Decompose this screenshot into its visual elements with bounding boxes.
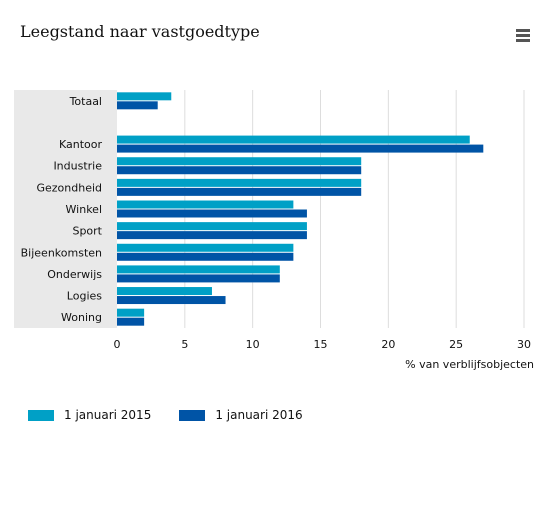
bar-2015 <box>117 287 212 296</box>
hamburger-menu-icon[interactable] <box>516 29 530 42</box>
category-label: Kantoor <box>59 138 103 151</box>
bar-2016 <box>117 144 484 153</box>
category-label: Woning <box>61 311 102 324</box>
bar-2016 <box>117 317 145 326</box>
x-tick-label: 0 <box>114 338 121 351</box>
legend-swatch-2016 <box>179 409 206 421</box>
bar-2016 <box>117 166 362 175</box>
category-label: Sport <box>72 225 102 238</box>
category-label: Logies <box>67 290 102 303</box>
legend-item-2015[interactable]: 1 januari 2015 <box>28 408 151 422</box>
x-tick-label: 15 <box>314 338 328 351</box>
x-tick-label: 5 <box>181 338 188 351</box>
bar-2016 <box>117 274 280 283</box>
bar-2015 <box>117 243 294 252</box>
category-label: Onderwijs <box>47 268 102 281</box>
category-band <box>14 90 117 328</box>
chart-title: Leegstand naar vastgoedtype <box>20 22 260 41</box>
legend-label-2015: 1 januari 2015 <box>64 408 152 422</box>
bar-2015 <box>117 178 362 187</box>
bar-2016 <box>117 231 307 240</box>
x-tick-label: 30 <box>517 338 531 351</box>
category-label: Gezondheid <box>36 181 102 194</box>
bar-chart: 0 5 10 15 20 25 30 % van verblijfsobjecten Totaa… <box>14 90 534 371</box>
legend: 1 januari 2015 1 januari 2016 <box>28 408 331 422</box>
category-label: Industrie <box>53 160 102 173</box>
x-tick-label: 25 <box>449 338 463 351</box>
bar-2015 <box>117 157 362 166</box>
category-label: Bijeenkomsten <box>21 246 102 259</box>
legend-item-2016[interactable]: 1 januari 2016 <box>179 408 303 422</box>
x-tick-label: 10 <box>246 338 260 351</box>
bar-2015 <box>117 222 307 231</box>
x-tick-label: 20 <box>381 338 395 351</box>
bar-2016 <box>117 252 294 261</box>
bar-2015 <box>117 92 172 101</box>
category-label: Winkel <box>66 203 102 216</box>
bar-2016 <box>117 187 362 196</box>
bar-2016 <box>117 209 307 218</box>
category-label: Totaal <box>69 95 102 108</box>
bar-2016 <box>117 296 226 305</box>
bar-2015 <box>117 200 294 209</box>
legend-swatch-2015 <box>28 409 54 421</box>
bar-2015 <box>117 135 470 144</box>
bar-2016 <box>117 101 158 110</box>
legend-label-2016: 1 januari 2016 <box>215 408 303 422</box>
bar-2015 <box>117 308 145 317</box>
bar-2015 <box>117 265 280 274</box>
x-axis-label: % van verblijfsobjecten <box>405 358 534 371</box>
